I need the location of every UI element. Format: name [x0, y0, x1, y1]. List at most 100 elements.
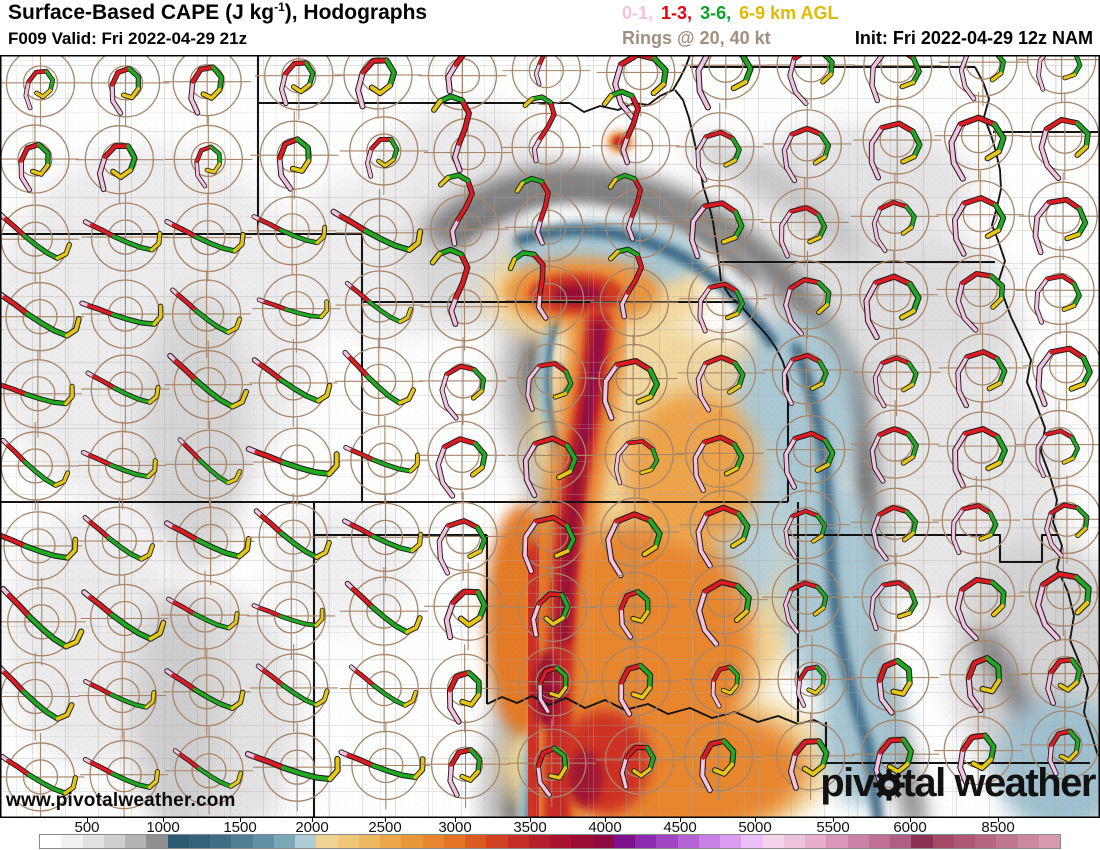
hodograph [81, 345, 170, 434]
hodograph [850, 172, 939, 261]
hodograph [763, 99, 852, 188]
colorbar-cell [507, 835, 529, 848]
hodograph [934, 706, 1023, 795]
logo-text-right: tal weather [902, 761, 1097, 805]
hodograph [1022, 321, 1100, 410]
hodograph [850, 478, 939, 567]
hodograph [247, 571, 336, 660]
hodograph [589, 334, 678, 423]
hodograph [162, 647, 251, 736]
hodograph [762, 325, 851, 414]
hodograph [80, 574, 169, 663]
colorbar-cell [316, 835, 338, 848]
hodograph [334, 337, 423, 426]
hodograph [0, 501, 83, 590]
legend-level: 1-3, [661, 3, 693, 23]
hodograph [936, 245, 1025, 334]
hodograph [849, 250, 938, 341]
hodograph [423, 93, 512, 197]
colorbar-tick [755, 818, 756, 822]
hodograph [505, 250, 594, 345]
hodograph [340, 416, 429, 505]
hodograph [0, 652, 80, 741]
colorbar-cell [210, 835, 232, 848]
logo-text-left: piv [820, 761, 875, 805]
hodograph [936, 170, 1025, 259]
colorbar-cell [465, 835, 487, 848]
hodograph [424, 562, 513, 651]
hodograph [163, 193, 252, 282]
hodograph [761, 480, 850, 569]
colorbar-tick-label: 2500 [368, 819, 402, 836]
hodograph [674, 712, 763, 801]
hodograph [165, 420, 254, 509]
hodograph [504, 175, 593, 272]
hodograph [766, 711, 855, 800]
colorbar-cell [337, 835, 359, 848]
hodograph [78, 651, 167, 740]
colorbar-cell [847, 835, 869, 848]
hodograph [507, 411, 596, 500]
hodograph [420, 644, 509, 733]
hodograph [675, 102, 764, 191]
header: Surface-Based CAPE (J kg-1), Hodographs … [0, 0, 1100, 55]
colorbar-cell [40, 835, 62, 848]
hodograph [334, 55, 423, 119]
colorbar-cell [1038, 835, 1060, 848]
hodograph [680, 555, 769, 647]
hodograph [766, 405, 855, 494]
hodograph [250, 111, 339, 200]
hodograph [853, 96, 942, 185]
colorbar-tick-label: 4000 [588, 819, 622, 836]
hodograph [339, 567, 428, 656]
rings-label: Rings @ 20, 40 kt [622, 28, 771, 48]
title-text-suffix: ), Hodographs [284, 1, 428, 24]
legend-level: 0-1, [622, 3, 654, 23]
colorbar-tick-label: 8500 [981, 819, 1015, 836]
colorbar-tick-label: 2000 [295, 819, 329, 836]
hodograph [419, 336, 508, 425]
hodograph [0, 732, 85, 818]
hodograph [162, 269, 251, 358]
colorbar-cells [39, 834, 1061, 849]
legend-level: 3-6, [700, 3, 732, 23]
colorbar-cell [656, 835, 678, 848]
hodograph [165, 726, 254, 815]
colorbar-tick [240, 818, 241, 822]
colorbar-cell [720, 835, 742, 848]
hodograph [0, 577, 86, 666]
hodograph [595, 715, 684, 804]
colorbar-cell [125, 835, 147, 848]
hodograph [938, 323, 1027, 412]
hodograph [339, 106, 428, 195]
colorbar-cell [805, 835, 827, 848]
hodograph [592, 637, 681, 726]
hodograph [419, 492, 508, 581]
hodograph [248, 186, 337, 275]
title-text: Surface-Based CAPE (J kg [8, 1, 275, 24]
colorbar-cell [890, 835, 912, 848]
hodograph [502, 94, 591, 192]
hodograph [164, 340, 253, 429]
hodograph [681, 635, 770, 724]
hodograph [1020, 700, 1100, 789]
colorbar-cell [82, 835, 104, 848]
colorbar-tick [455, 818, 456, 822]
hodograph [163, 497, 255, 586]
colorbar-cell [146, 835, 168, 848]
hodograph [675, 175, 764, 264]
colorbar-cell [932, 835, 954, 848]
colorbar-cell [762, 835, 784, 848]
colorbar-tick [163, 818, 164, 822]
hodograph [595, 410, 684, 499]
valid-time: F009 Valid: Fri 2022-04-29 21z [8, 29, 248, 48]
colorbar-tick-label: 1500 [223, 819, 257, 836]
colorbar-cell [295, 835, 317, 848]
hodograph [418, 411, 507, 500]
hodograph [338, 721, 430, 810]
hodograph [244, 723, 342, 812]
colorbar-tick [312, 818, 313, 822]
hodograph [164, 115, 253, 204]
hodograph [1015, 400, 1100, 489]
colorbar-cell [422, 835, 444, 848]
